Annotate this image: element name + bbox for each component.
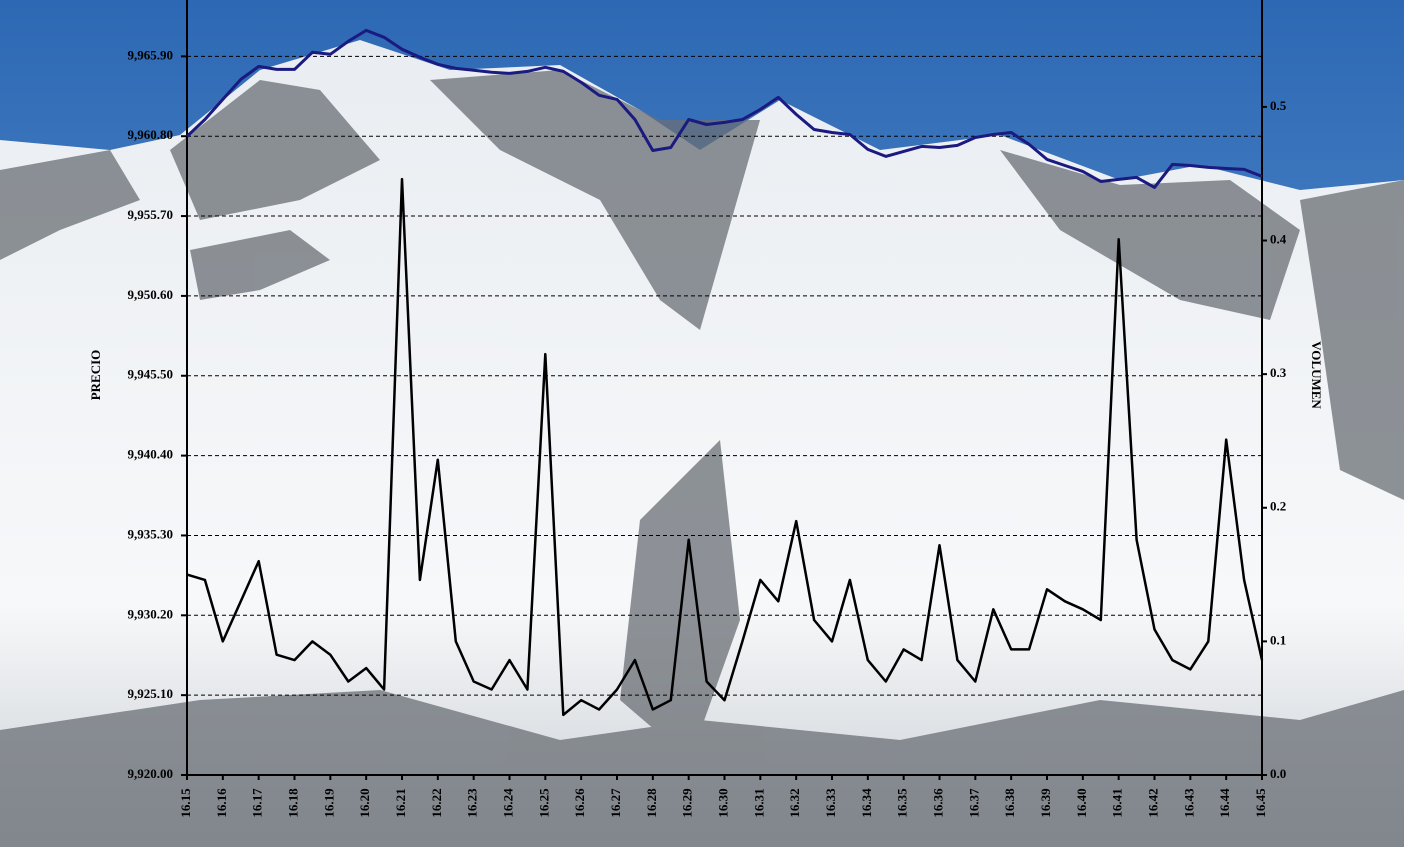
x-tick-label: 16.15 (178, 788, 193, 818)
x-tick-label: 16.22 (429, 788, 444, 817)
y-tick-label: 9,960.80 (128, 127, 174, 142)
x-tick-label: 16.21 (393, 788, 408, 817)
x-tick-label: 16.37 (966, 788, 981, 818)
data-line (186, 177, 1264, 717)
y-tick-label: 9,940.40 (128, 447, 174, 462)
y2-tick-label: 0.3 (1270, 365, 1287, 380)
x-tick-label: 16.31 (751, 788, 766, 817)
y2-tick-label: 0.0 (1270, 766, 1286, 781)
x-tick-label: 16.44 (1217, 788, 1232, 818)
y2-tick-label: 0.2 (1270, 499, 1286, 514)
x-tick-label: 16.39 (1038, 788, 1053, 818)
y2-tick-label: 0.5 (1270, 98, 1287, 113)
y2-tick-label: 0.1 (1270, 632, 1286, 647)
x-tick-label: 16.28 (644, 788, 659, 818)
x-tick-label: 16.36 (930, 788, 945, 818)
x-tick-label: 16.38 (1002, 788, 1017, 818)
x-tick-label: 16.26 (572, 788, 587, 818)
y-tick-label: 9,965.90 (128, 47, 174, 62)
y-tick-label: 9,950.60 (128, 287, 174, 302)
y-axis-label: PRECIO (88, 350, 103, 401)
x-tick-label: 16.35 (895, 788, 910, 818)
x-tick-label: 16.42 (1145, 788, 1160, 817)
x-tick-label: 16.18 (285, 788, 300, 818)
data-line (185, 28, 1263, 189)
mountain (0, 40, 1404, 847)
x-tick-label: 16.45 (1253, 788, 1268, 818)
y-tick-label: 9,920.00 (128, 766, 174, 781)
y-tick-label: 9,935.30 (128, 526, 174, 541)
y-tick-label: 9,925.10 (128, 686, 174, 701)
x-tick-label: 16.40 (1074, 788, 1089, 817)
x-tick-label: 16.41 (1110, 788, 1125, 817)
y2-axis-label: VOLUMEN (1309, 341, 1324, 409)
x-tick-label: 16.43 (1181, 788, 1196, 818)
rock (0, 70, 1404, 847)
y-tick-label: 9,945.50 (128, 367, 174, 382)
y-tick-label: 9,930.20 (128, 606, 174, 621)
x-tick-label: 16.24 (500, 788, 515, 818)
x-tick-label: 16.32 (787, 788, 802, 817)
x-tick-label: 16.19 (321, 788, 336, 818)
x-tick-label: 16.34 (859, 788, 874, 818)
x-tick-label: 16.33 (823, 788, 838, 818)
x-tick-label: 16.29 (680, 788, 695, 818)
y2-tick-label: 0.4 (1270, 232, 1287, 247)
x-tick-label: 16.20 (357, 788, 372, 817)
x-tick-label: 16.25 (536, 788, 551, 818)
y-tick-label: 9,955.70 (128, 207, 174, 222)
x-tick-label: 16.30 (715, 788, 730, 817)
x-tick-label: 16.17 (250, 788, 265, 818)
x-tick-label: 16.27 (608, 788, 623, 818)
x-tick-label: 16.16 (214, 788, 229, 818)
x-tick-label: 16.23 (465, 788, 480, 818)
